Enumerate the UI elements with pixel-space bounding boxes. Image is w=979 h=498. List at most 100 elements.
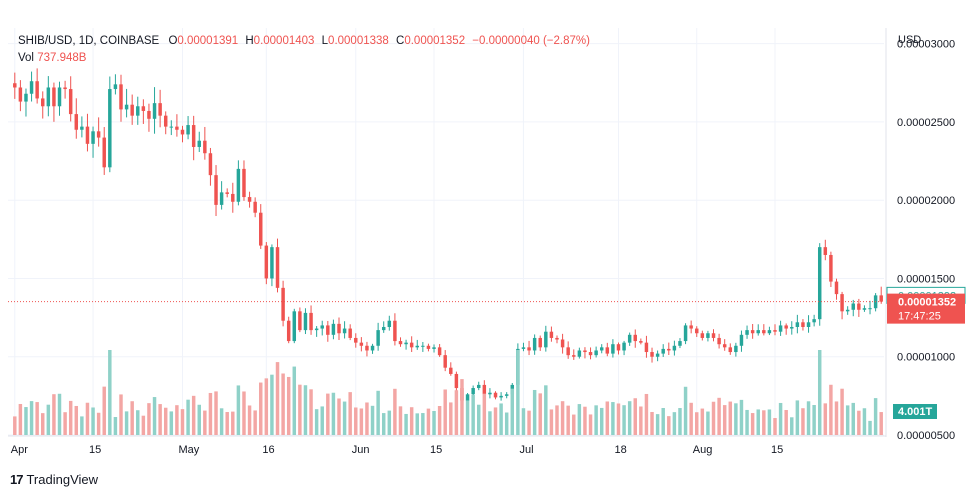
volume-bar: [102, 386, 106, 435]
volume-bar: [650, 411, 654, 435]
candle-body: [583, 350, 587, 353]
volume-bar: [398, 406, 403, 435]
volume-bar: [96, 412, 101, 435]
candle-body: [823, 247, 828, 255]
candle-body: [421, 345, 425, 347]
candle-body: [678, 341, 682, 346]
volume-bar: [108, 350, 112, 435]
candle-body: [465, 394, 470, 401]
volume-bar: [370, 405, 375, 435]
volume-bar: [158, 404, 162, 435]
volume-bar: [393, 388, 397, 435]
volume-bar: [186, 399, 190, 435]
volume-label-box: [893, 404, 937, 419]
volume-bar: [717, 397, 721, 435]
candle-body: [812, 319, 816, 323]
candle-body: [259, 212, 263, 246]
candle-body: [499, 395, 503, 398]
candle-body: [208, 153, 213, 176]
volume-bar: [326, 393, 330, 435]
candle-body: [136, 106, 140, 116]
volume-bar: [678, 408, 682, 435]
symbol-label: SHIB/USD, 1D, COINBASE: [18, 35, 160, 47]
volume-bar: [616, 403, 621, 435]
candle-body: [857, 303, 861, 310]
currency-label: USD: [898, 34, 922, 46]
candle-body: [834, 281, 839, 295]
volume-bar: [259, 382, 263, 435]
last-close-label: 0.00001352: [898, 297, 956, 309]
volume-bar: [180, 409, 185, 435]
volume-bar: [471, 394, 475, 435]
candle-body: [538, 337, 542, 348]
x-tick-label: Apr: [11, 444, 28, 456]
volume-bar: [605, 401, 610, 435]
volume-bar: [253, 410, 257, 435]
volume-bar: [845, 405, 850, 435]
open-value: 0.00001391: [177, 35, 239, 47]
candle-body: [231, 193, 235, 202]
volume-bar: [862, 408, 867, 435]
candle-body: [242, 168, 246, 198]
candle-body: [264, 245, 269, 279]
volume-bar: [851, 402, 855, 435]
volume-bar: [337, 398, 341, 435]
volume-bar: [817, 350, 822, 435]
volume-bar: [57, 393, 62, 435]
volume-bar: [879, 412, 883, 435]
volume-bar: [231, 411, 235, 435]
volume-bar: [722, 405, 727, 435]
footer-brand[interactable]: 17 TradingView: [10, 472, 98, 487]
x-tick-label: May: [178, 444, 199, 456]
volume-bar: [504, 412, 509, 435]
candle-body: [91, 131, 95, 144]
candle-body: [247, 197, 252, 202]
volume-bar: [532, 389, 537, 435]
volume-bar: [516, 350, 520, 435]
volume-bar: [415, 413, 419, 435]
candle-body: [191, 125, 196, 147]
volume-bar: [499, 403, 503, 435]
volume-bar: [683, 386, 688, 435]
low-value: 0.00001338: [328, 35, 389, 47]
candle-body: [817, 247, 822, 320]
x-tick-label: 18: [614, 444, 626, 456]
volume-bar: [113, 417, 118, 435]
volume-bar: [303, 385, 308, 435]
volume-bar: [91, 407, 95, 435]
candle-body: [320, 325, 324, 329]
candle-body: [281, 287, 285, 321]
volume-bar: [242, 391, 246, 435]
candle-body: [169, 126, 174, 128]
volume-bar: [795, 400, 800, 435]
volume-bar: [488, 411, 492, 435]
candle-body: [13, 83, 17, 88]
candle-body: [253, 201, 257, 213]
candle-body: [544, 331, 548, 348]
candle-body: [426, 345, 431, 349]
candle-body: [365, 345, 369, 351]
candle-body: [851, 303, 855, 310]
volume-bar: [706, 411, 710, 435]
candle-body: [795, 322, 800, 327]
countdown-label: 17:47:25: [898, 311, 941, 323]
volume-bar: [331, 392, 336, 435]
volume-bar: [18, 403, 23, 435]
volume-bar: [409, 407, 414, 435]
candle-body: [527, 347, 531, 351]
candle-body: [108, 89, 112, 168]
volume-bar: [359, 408, 364, 435]
volume-bar: [806, 401, 811, 435]
x-tick-label: 15: [430, 444, 442, 456]
volume-bar: [745, 409, 749, 435]
candle-body: [41, 98, 45, 107]
candle-body: [354, 337, 358, 343]
candle-body: [594, 350, 598, 356]
candle-body: [29, 81, 34, 94]
candle-body: [85, 126, 90, 144]
ohlc-header: SHIB/USD, 1D, COINBASE O0.00001391 H0.00…: [18, 35, 590, 47]
candle-body: [806, 322, 811, 327]
volume-bar: [41, 413, 45, 435]
volume-bar: [292, 366, 297, 435]
